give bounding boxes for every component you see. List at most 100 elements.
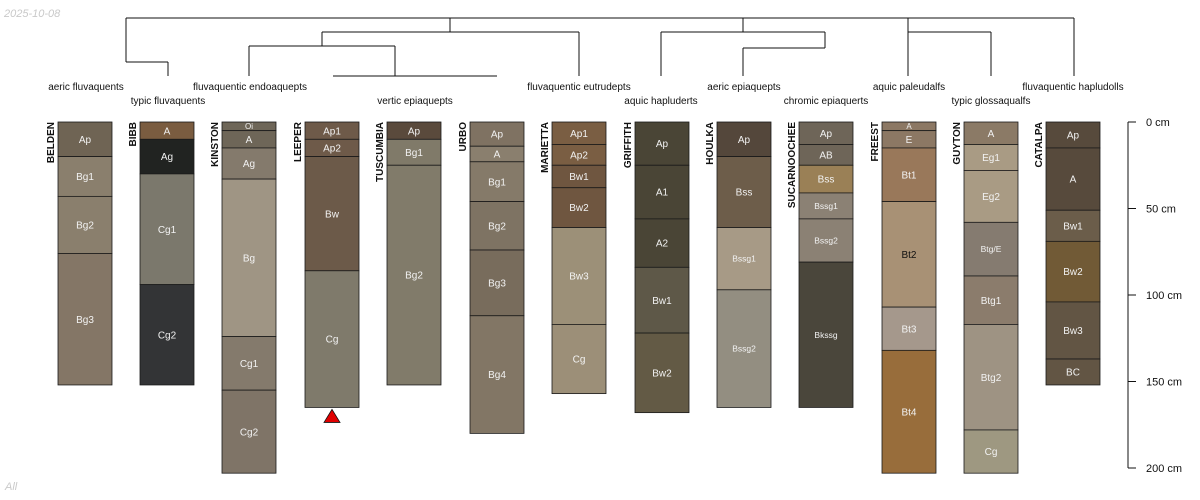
horizon-label: Bw3 — [569, 272, 589, 283]
horizon-label: Oi — [245, 122, 253, 131]
profile-catalpa: Ap A Bw1 Bw2 Bw3 BC CATALPA — [1034, 121, 1101, 386]
horizon-catalpa-bw2 — [1045, 240, 1101, 303]
horizon-houlka-bss — [716, 156, 772, 228]
horizon-label: Bg1 — [405, 148, 423, 159]
horizon-kinston-cg2 — [221, 389, 277, 474]
horizon-bibb-cg1 — [139, 173, 195, 286]
horizon-label: Cg — [985, 447, 998, 458]
profile-marietta: Ap1 Ap2 Bw1 Bw2 Bw3 Cg MARIETTA — [540, 121, 607, 395]
horizon-label: A — [246, 135, 253, 146]
horizon-sucarnoochee-bss — [798, 164, 854, 194]
horizon-belden-bg3 — [57, 253, 113, 386]
horizon-label: E — [906, 135, 913, 146]
profile-name: KINSTON — [210, 122, 221, 167]
horizon-label: A — [906, 122, 912, 131]
horizon-label: Ap2 — [570, 150, 588, 161]
profile-name: CATALPA — [1034, 122, 1045, 168]
horizon-sucarnoochee-bssg1 — [798, 192, 854, 220]
horizon-label: Bw2 — [1063, 267, 1083, 278]
horizon-label: Bt4 — [901, 407, 916, 418]
horizon-kinston-bg — [221, 178, 277, 337]
dendrogram — [125, 17, 1075, 77]
depth-tick-label: 200 cm — [1146, 463, 1182, 475]
horizon-sucarnoochee-bkssg — [798, 261, 854, 408]
horizon-tuscumbia-bg2 — [386, 164, 442, 386]
horizon-label: Bg3 — [488, 278, 506, 289]
horizon-label: Bg3 — [76, 315, 94, 326]
horizon-label: Cg — [326, 335, 339, 346]
profile-urbo: Ap A Bg1 Bg2 Bg3 Bg4 URBO — [458, 121, 525, 434]
horizon-guyton-cg — [963, 429, 1019, 474]
profile-name: HOULKA — [705, 122, 716, 165]
horizon-label: Cg — [573, 355, 586, 366]
horizon-label: Bssg1 — [732, 254, 756, 264]
horizon-label: Bw2 — [652, 368, 672, 379]
horizon-freest-bt2 — [881, 201, 937, 308]
taxon-label-chromic-epiaquerts: chromic epiaquerts — [784, 96, 868, 107]
depth-tick-label: 0 cm — [1146, 117, 1170, 129]
horizon-label: Bss — [736, 188, 753, 199]
truncation-marker-icon — [323, 408, 341, 423]
depth-tick-label: 150 cm — [1146, 377, 1182, 389]
horizon-label: Bw3 — [1063, 326, 1083, 337]
profile-name: GUYTON — [952, 122, 963, 165]
horizon-kinston-cg1 — [221, 336, 277, 391]
horizon-bibb-cg2 — [139, 284, 195, 386]
horizon-catalpa-bc — [1045, 358, 1101, 386]
profile-name: LEEPER — [293, 121, 304, 162]
horizon-label: Bt2 — [901, 250, 916, 261]
horizon-urbo-bg2 — [469, 201, 525, 251]
profile-name: TUSCUMBIA — [375, 122, 386, 182]
horizon-sucarnoochee-bssg2 — [798, 218, 854, 263]
taxon-label-fluvaquentic-eutrudepts: fluvaquentic eutrudepts — [527, 82, 630, 93]
horizon-label: Bssg1 — [814, 201, 838, 211]
horizon-label: Btg2 — [981, 373, 1002, 384]
horizon-label: Bg2 — [76, 221, 94, 232]
horizon-label: Ap — [408, 126, 421, 137]
horizon-label: Ap — [79, 135, 92, 146]
profile-name: URBO — [458, 122, 469, 152]
horizon-guyton-btg-e — [963, 221, 1019, 277]
horizon-label: Ap1 — [323, 126, 341, 137]
horizon-houlka-ap — [716, 121, 772, 157]
horizon-label: Eg1 — [982, 153, 1000, 164]
horizon-catalpa-bw3 — [1045, 301, 1101, 360]
profile-name: FREEST — [870, 122, 881, 161]
horizon-urbo-ap — [469, 121, 525, 147]
horizon-label: Ap — [738, 135, 751, 146]
horizon-label: Ag — [161, 152, 173, 163]
horizon-marietta-cg — [551, 324, 607, 395]
profile-sucarnoochee: Ap AB Bss Bssg1 Bssg2 Bkssg SUCARNOOCHEE — [787, 121, 854, 408]
profile-kinston: Oi A Ag Bg Cg1 Cg2 KINSTON — [210, 121, 277, 474]
horizon-label: Ap — [1067, 131, 1080, 142]
horizon-griffith-a2 — [634, 218, 690, 268]
profile-name: BIBB — [128, 122, 139, 146]
profile-name: SUCARNOOCHEE — [787, 122, 798, 208]
taxon-label-fluvaquentic-endoaquepts: fluvaquentic endoaquepts — [193, 82, 307, 93]
horizon-label: Bw2 — [569, 203, 589, 214]
profile-bibb: A Ag Cg1 Cg2 BIBB — [128, 121, 195, 386]
horizon-label: Ap1 — [570, 129, 588, 140]
horizon-label: Cg2 — [240, 427, 259, 438]
horizon-label: Bss — [818, 175, 835, 186]
horizon-label: Bssg2 — [732, 344, 756, 354]
taxon-label-aeric-fluvaquents: aeric fluvaquents — [48, 82, 124, 93]
taxon-label-typic-fluvaquents: typic fluvaquents — [131, 96, 206, 107]
horizon-freest-bt3 — [881, 306, 937, 351]
horizon-guyton-btg2 — [963, 324, 1019, 431]
horizon-label: Eg2 — [982, 192, 1000, 203]
horizon-guyton-btg1 — [963, 275, 1019, 325]
horizon-freest-bt4 — [881, 349, 937, 474]
horizon-label: A — [988, 129, 995, 140]
profile-name: MARIETTA — [540, 122, 551, 173]
profile-belden: Ap Bg1 Bg2 Bg3 BELDEN — [46, 121, 113, 386]
horizon-marietta-bw3 — [551, 227, 607, 325]
profile-guyton: A Eg1 Eg2 Btg/E Btg1 Btg2 Cg GUYTON — [952, 121, 1019, 474]
horizon-houlka-bssg1 — [716, 227, 772, 291]
horizon-label: Bg4 — [488, 370, 506, 381]
taxa-labels: aeric fluvaquents typic fluvaquents fluvaq… — [48, 82, 1123, 107]
horizon-label: Bg1 — [488, 177, 506, 188]
horizon-tuscumbia-bg1 — [386, 138, 442, 166]
horizon-label: Bg2 — [488, 221, 506, 232]
horizon-belden-bg1 — [57, 156, 113, 197]
